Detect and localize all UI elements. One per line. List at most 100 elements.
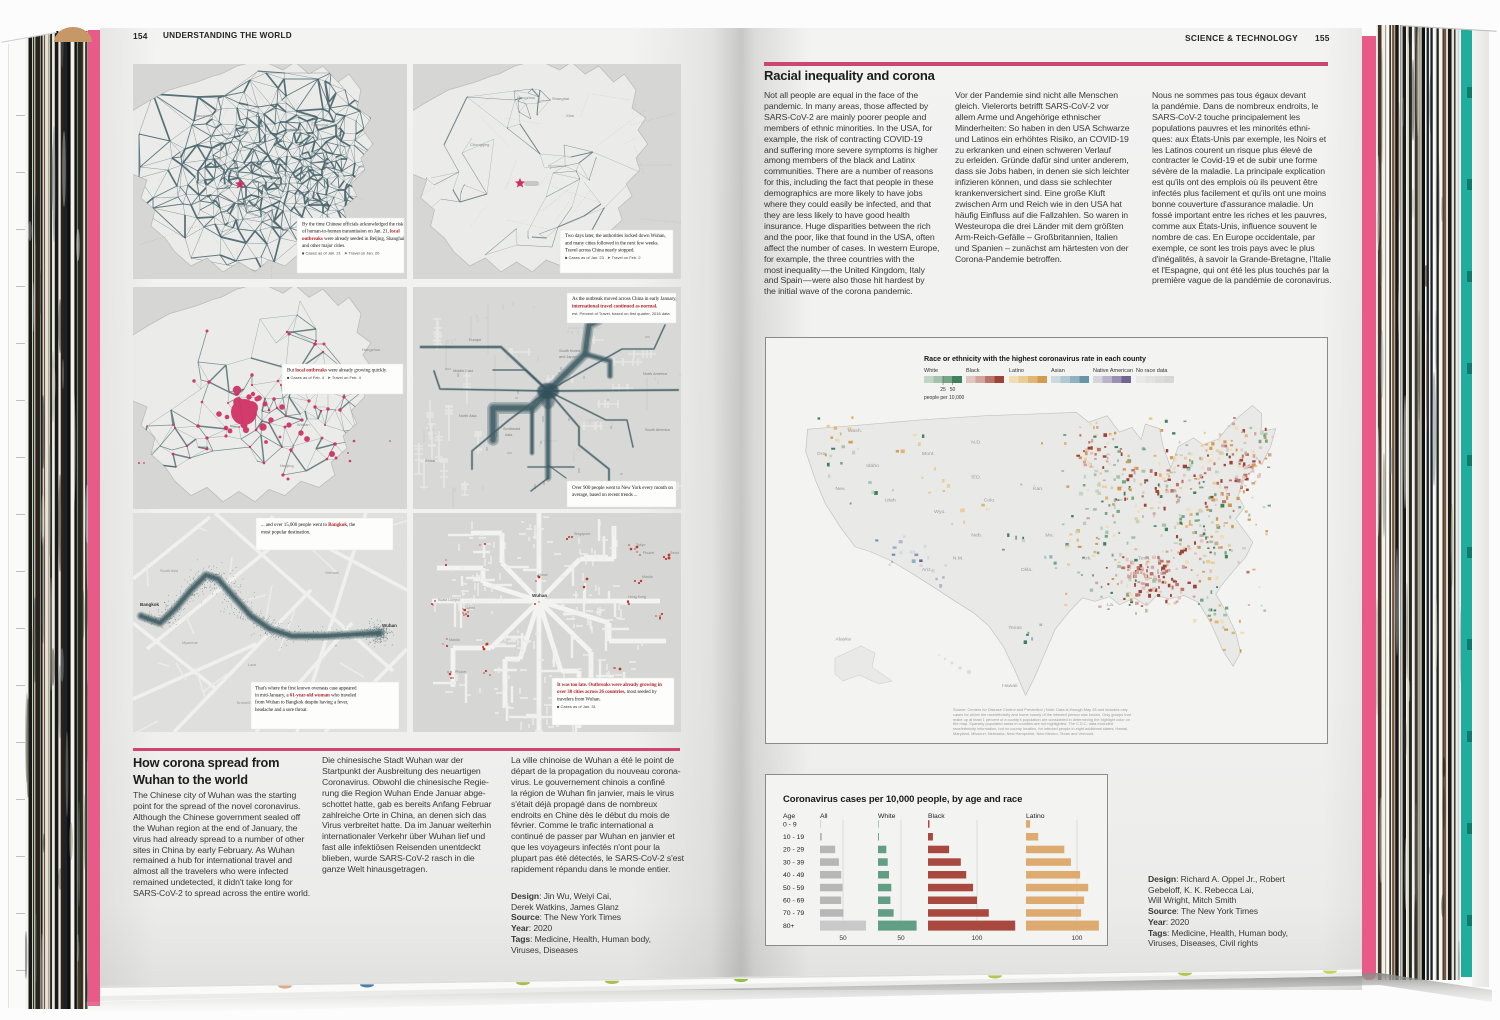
svg-text:N.M.: N.M. xyxy=(953,556,964,562)
svg-text:Neb.: Neb. xyxy=(971,533,982,539)
svg-text:Native American: Native American xyxy=(1093,368,1133,374)
svg-text:Southeast: Southeast xyxy=(503,427,521,431)
svg-text:most popular destination.: most popular destination. xyxy=(261,529,310,535)
svg-text:0 - 9: 0 - 9 xyxy=(783,821,797,828)
svg-text:Shanghai: Shanghai xyxy=(552,96,569,101)
svg-text:Hangzhou: Hangzhou xyxy=(362,347,380,352)
svg-text:Hangzhou: Hangzhou xyxy=(517,95,535,100)
svg-text:Phuket: Phuket xyxy=(643,551,654,555)
svg-text:Ark.: Ark. xyxy=(1082,556,1091,562)
svg-text:over 30 cities across 26 count: over 30 cities across 26 countries, most… xyxy=(557,689,657,695)
svg-text:Ill.: Ill. xyxy=(1082,521,1087,527)
svg-text:South Korea: South Korea xyxy=(559,349,581,353)
svg-text:Nev.: Nev. xyxy=(835,486,845,492)
svg-text:Ariz.: Ariz. xyxy=(922,567,932,573)
svg-text:people per 10,000: people per 10,000 xyxy=(924,395,965,401)
svg-text:... and over 15,000 people wen: ... and over 15,000 people went to Bangk… xyxy=(261,522,356,528)
svg-text:Phuket: Phuket xyxy=(455,670,466,674)
svg-text:■ Cases as of Jan. 21 ➤ Trav: ■ Cases as of Jan. 21 ➤ Travel on Jan. 2… xyxy=(302,251,380,256)
svg-text:and other major cities.: and other major cities. xyxy=(302,243,345,249)
svg-text:Texas: Texas xyxy=(1008,625,1022,631)
svg-text:South America: South America xyxy=(645,428,671,432)
svg-text:Wyo.: Wyo. xyxy=(934,509,946,515)
svg-text:Travel across China nearly sto: Travel across China nearly stopped. xyxy=(565,248,634,254)
svg-text:Nanjing: Nanjing xyxy=(280,463,294,468)
svg-text:Mont.: Mont. xyxy=(922,451,935,457)
svg-text:Europe: Europe xyxy=(469,338,481,342)
svg-text:Two days later, the authoritie: Two days later, the authorities locked d… xyxy=(565,233,666,239)
svg-text:Latino: Latino xyxy=(1026,813,1045,820)
svg-text:Wash.: Wash. xyxy=(848,428,862,434)
svg-text:■ Cases as of Jan. 23 ➤ Trav: ■ Cases as of Jan. 23 ➤ Travel on Feb. 2 xyxy=(565,255,641,260)
svg-text:Laos: Laos xyxy=(248,663,256,667)
svg-text:50: 50 xyxy=(950,387,956,393)
svg-text:outbreaks were already seeded: outbreaks were already seeded in Beijing… xyxy=(302,236,405,242)
svg-text:Asia: Asia xyxy=(505,433,513,437)
svg-text:international travel continued: international travel continued as normal… xyxy=(572,303,658,309)
svg-text:No race data: No race data xyxy=(1136,368,1168,374)
svg-text:Manila: Manila xyxy=(642,575,653,579)
svg-text:25: 25 xyxy=(940,387,946,393)
svg-text:Xian: Xian xyxy=(566,113,574,118)
svg-text:As the outbreak moved across C: As the outbreak moved across China in ea… xyxy=(572,296,676,302)
svg-text:Black: Black xyxy=(928,813,945,820)
svg-text:70 - 79: 70 - 79 xyxy=(783,910,804,917)
svg-text:50: 50 xyxy=(839,935,847,942)
svg-text:But local outbreaks were alrea: But local outbreaks were already growing… xyxy=(287,367,387,373)
svg-text:in mid-January, a 61-year-old: in mid-January, a 61-year-old woman who … xyxy=(255,693,357,699)
svg-text:Utah: Utah xyxy=(885,498,896,504)
svg-text:Asian: Asian xyxy=(1051,368,1065,374)
svg-text:30 - 39: 30 - 39 xyxy=(783,859,804,866)
svg-text:20 - 29: 20 - 29 xyxy=(783,847,804,854)
svg-text:est. Percent of Travel, based: est. Percent of Travel, based on first q… xyxy=(572,311,670,316)
svg-text:All: All xyxy=(820,813,828,820)
svg-text:North Asia: North Asia xyxy=(459,414,477,418)
svg-text:100: 100 xyxy=(972,935,983,942)
svg-text:40 - 49: 40 - 49 xyxy=(783,872,804,879)
svg-text:from Wuhan to Bangkok despite: from Wuhan to Bangkok despite having a f… xyxy=(255,699,348,706)
svg-text:headache and a sore throat.: headache and a sore throat. xyxy=(255,707,308,713)
svg-text:Hanoi: Hanoi xyxy=(538,573,548,577)
svg-text:Singapore: Singapore xyxy=(574,532,590,536)
svg-text:Over 900 people went to New Yo: Over 900 people went to New York every m… xyxy=(572,485,673,491)
svg-text:100: 100 xyxy=(1072,935,1083,942)
svg-text:Africa: Africa xyxy=(425,459,436,463)
svg-text:travelers from Wuhan.: travelers from Wuhan. xyxy=(557,695,601,702)
svg-text:average, based on recent trend: average, based on recent trends ... xyxy=(572,492,637,498)
svg-text:Myanmar: Myanmar xyxy=(182,641,199,645)
svg-text:of human-to-human transmission: of human-to-human transmission on Jan. 2… xyxy=(302,228,400,235)
svg-text:Alaska: Alaska xyxy=(835,637,851,643)
svg-text:Mo.: Mo. xyxy=(1045,533,1054,539)
svg-text:South Asia: South Asia xyxy=(160,569,179,573)
svg-text:Chongqing: Chongqing xyxy=(470,142,489,147)
svg-text:■ Cases as of Feb. 4 ➤ Trave: ■ Cases as of Feb. 4 ➤ Travel on Feb. 4 xyxy=(287,375,362,380)
svg-text:and many cities followed in th: and many cities followed in the next few… xyxy=(565,239,659,246)
svg-text:Hawaii: Hawaii xyxy=(1002,683,1017,689)
svg-text:White: White xyxy=(878,813,896,820)
svg-text:Middle East: Middle East xyxy=(453,369,474,373)
svg-text:Vietnam: Vietnam xyxy=(325,571,339,575)
svg-text:Hangzhou: Hangzhou xyxy=(194,113,212,118)
svg-text:80+: 80+ xyxy=(783,923,795,930)
svg-text:Latino: Latino xyxy=(1009,368,1024,374)
svg-text:Idaho: Idaho xyxy=(866,463,879,469)
svg-text:Manila: Manila xyxy=(449,638,460,642)
svg-text:N.D.: N.D. xyxy=(971,440,981,446)
svg-text:Chengdu: Chengdu xyxy=(237,203,253,208)
svg-text:60 - 69: 60 - 69 xyxy=(783,898,804,905)
svg-text:Seoul: Seoul xyxy=(466,606,475,610)
svg-text:Wuhan: Wuhan xyxy=(532,593,547,598)
svg-text:Seoul: Seoul xyxy=(670,551,679,555)
svg-text:Black: Black xyxy=(966,368,980,374)
svg-text:North America: North America xyxy=(643,372,668,376)
svg-text:La.: La. xyxy=(1107,602,1114,608)
svg-text:Ore.: Ore. xyxy=(817,451,827,457)
svg-text:By the time Chinese officials: By the time Chinese officials acknowledg… xyxy=(302,220,404,227)
svg-text:Colo.: Colo. xyxy=(984,498,996,504)
svg-text:Wuhan: Wuhan xyxy=(382,623,397,628)
svg-text:50: 50 xyxy=(897,935,905,942)
svg-text:Shanghai: Shanghai xyxy=(311,122,328,127)
svg-text:Tenn.: Tenn. xyxy=(1138,556,1151,562)
svg-text:Wuhan: Wuhan xyxy=(297,422,310,427)
svg-text:and Japan: and Japan xyxy=(559,355,577,359)
